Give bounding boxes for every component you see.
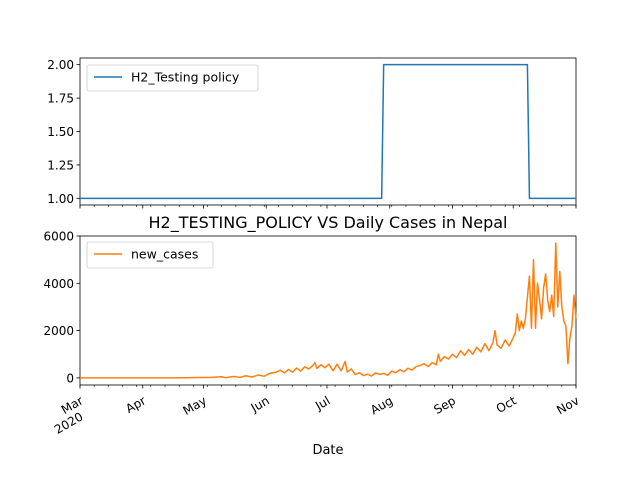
bottom-chart-title: H2_TESTING_POLICY VS Daily Cases in Nepa… xyxy=(149,213,508,233)
xtick-label: Jun xyxy=(248,393,272,415)
bot-series-line-0 xyxy=(80,242,577,379)
top-legend: H2_Testing policy xyxy=(86,64,259,92)
bottom-legend-box xyxy=(86,241,214,269)
xtick-label: Nov xyxy=(554,393,581,417)
bottom-series-lines xyxy=(80,242,577,379)
top-series-lines xyxy=(80,63,576,200)
bottom-legend: new_cases xyxy=(86,241,214,269)
bottom-y-ticks: 0 2000 4000 6000 xyxy=(43,230,80,385)
xtick-label: Jul xyxy=(312,393,332,413)
top-ytick-label: 1.00 xyxy=(47,192,74,206)
top-ytick-label: 1.50 xyxy=(47,125,74,139)
bot-ytick-label: 0 xyxy=(66,371,74,385)
bot-ytick-label: 2000 xyxy=(43,324,74,338)
top-ytick-label: 2.00 xyxy=(47,58,74,72)
bot-ytick-label: 4000 xyxy=(43,277,74,291)
top-ytick-label: 1.25 xyxy=(47,158,74,172)
bottom-subplot: H2_TESTING_POLICY VS Daily Cases in Nepa… xyxy=(43,213,581,458)
xtick-label: May xyxy=(181,393,209,418)
xtick-label: Oct xyxy=(494,393,519,416)
xtick-label: Aug xyxy=(368,393,395,417)
top-ytick-label: 1.75 xyxy=(47,92,74,106)
top-legend-label: H2_Testing policy xyxy=(131,70,240,85)
xtick-label: Sep xyxy=(431,393,458,416)
xtick-label: Apr xyxy=(123,393,148,416)
top-series-line-0 xyxy=(80,63,576,200)
top-x-ticks xyxy=(79,205,577,209)
top-y-ticks: 1.00 1.25 1.50 1.75 2.00 xyxy=(47,58,80,206)
top-subplot: 1.00 1.25 1.50 1.75 2.00 H2_Testing policy xyxy=(47,57,577,209)
bottom-legend-label: new_cases xyxy=(131,247,198,262)
bot-ytick-label: 6000 xyxy=(43,230,74,244)
x-axis-label: Date xyxy=(312,443,343,458)
top-legend-box xyxy=(86,64,259,92)
